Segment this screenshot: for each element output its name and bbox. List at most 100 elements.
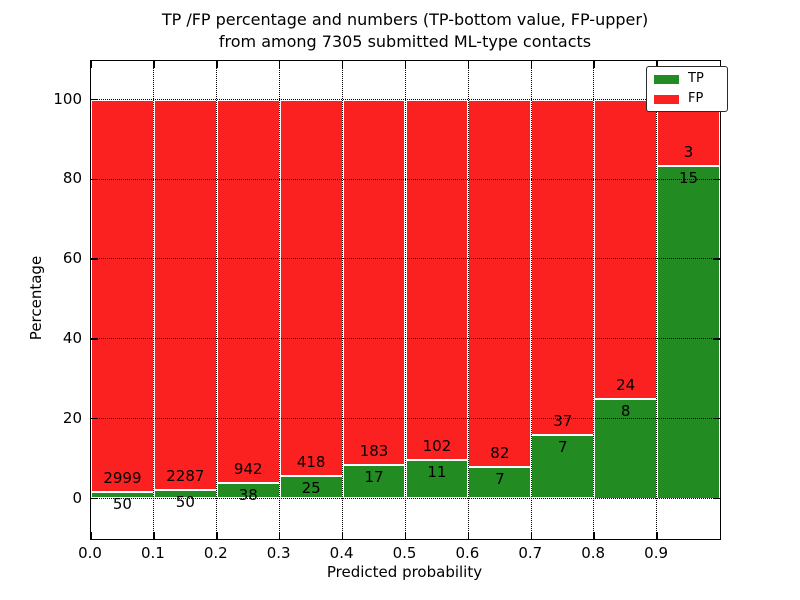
bar-1-fp-count: 2287 — [166, 466, 205, 485]
bar-2-tp-count: 38 — [238, 486, 258, 505]
bar-3-tp-count: 25 — [301, 478, 321, 497]
x-tick-label-0.0: 0.0 — [78, 544, 102, 562]
gridline-x-0.3 — [278, 61, 280, 539]
bar-0-tp-count: 50 — [112, 494, 132, 513]
y-tick-label-20: 20 — [62, 408, 82, 427]
bar-8-fp-count: 24 — [616, 375, 636, 394]
bar-5-fp-count: 102 — [422, 436, 452, 455]
tick-y-left-0 — [91, 497, 98, 500]
tick-x-top-0.5 — [404, 61, 407, 68]
legend-label-fp: FP — [688, 91, 704, 106]
bar-2-fp-count: 942 — [233, 460, 263, 479]
x-tick-label-0.7: 0.7 — [518, 544, 543, 562]
x-axis-label: Predicted probability — [326, 563, 483, 581]
x-tick-label-0.3: 0.3 — [266, 544, 291, 562]
bar-7-tp-count: 7 — [557, 438, 568, 457]
bar-9-tp-count: 15 — [678, 169, 699, 187]
y-tick-label-0: 0 — [72, 488, 82, 507]
y-tick-label-60: 60 — [62, 249, 82, 268]
tick-y-left-100 — [91, 98, 98, 101]
tick-x-top-0.4 — [341, 61, 344, 68]
y-tick-label-100: 100 — [53, 89, 82, 108]
tick-x-bottom-0.0 — [90, 532, 92, 539]
bar-4-fp-count: 183 — [359, 441, 389, 460]
legend-label-tp: TP — [688, 71, 704, 86]
y-tick-label-40: 40 — [62, 328, 82, 347]
tick-y-right-40 — [713, 338, 720, 340]
bar-0-fp-segment — [91, 99, 154, 492]
bar-2-fp-segment — [216, 99, 280, 484]
chart-title-line1: TP /FP percentage and numbers (TP-bottom… — [161, 10, 649, 29]
bar-3-fp-count: 418 — [296, 452, 326, 471]
bar-7-fp-count: 37 — [553, 412, 573, 431]
tick-x-top-0.1 — [153, 61, 155, 68]
x-tick-label-0.5: 0.5 — [392, 544, 417, 562]
tick-y-right-20 — [713, 417, 720, 420]
tick-x-bottom-0.2 — [216, 532, 218, 539]
bar-8-tp-count: 8 — [620, 401, 631, 420]
x-tick-label-0.1: 0.1 — [140, 544, 165, 562]
gridline-x-0.2 — [216, 61, 218, 539]
tick-y-left-60 — [91, 258, 98, 260]
bar-6-fp-segment — [468, 99, 532, 468]
bar-6-tp-count: 7 — [495, 470, 505, 489]
tick-x-bottom-0.5 — [404, 532, 407, 539]
tick-x-top-0.7 — [530, 61, 533, 68]
gridline-x-0.6 — [467, 61, 469, 539]
y-tick-label-80: 80 — [62, 169, 82, 188]
plot-area: TP FP 2999 50 2287 50 942 38 418 25 183 17 102 11 82 7… — [90, 60, 728, 540]
gridline-x-0.5 — [404, 61, 406, 539]
bar-5-tp-count: 11 — [427, 462, 447, 481]
tick-y-left-40 — [91, 338, 98, 340]
bar-4-tp-count: 17 — [364, 467, 384, 486]
gridline-x-0.4 — [341, 61, 343, 539]
bar-9-tp-segment — [657, 166, 720, 499]
tick-y-right-0 — [713, 497, 720, 500]
tick-x-top-0.3 — [278, 61, 281, 68]
x-tick-label-0.6: 0.6 — [455, 544, 480, 562]
tick-x-bottom-0.8 — [593, 532, 595, 539]
bar-6-fp-count: 82 — [490, 444, 510, 463]
gridline-x-0.9 — [656, 61, 658, 539]
tick-y-right-80 — [713, 178, 720, 181]
gridline-x-0.8 — [593, 61, 595, 539]
bar-1-fp-segment — [153, 99, 217, 490]
x-tick-label-0.4: 0.4 — [329, 544, 354, 562]
y-axis-label: Percentage — [27, 255, 45, 341]
chart-title: TP /FP percentage and numbers (TP-bottom… — [85, 9, 725, 53]
tick-x-bottom-0.1 — [153, 532, 155, 539]
tick-x-bottom-0.4 — [341, 532, 344, 539]
bar-1-tp-count: 50 — [175, 492, 195, 511]
legend: TP FP — [646, 66, 728, 112]
bar-7-fp-segment — [531, 99, 595, 436]
tick-y-left-80 — [91, 178, 98, 181]
tick-x-bottom-0.6 — [467, 532, 470, 539]
bar-8-fp-segment — [594, 99, 658, 399]
tick-y-left-20 — [91, 417, 98, 420]
bar-9-fp-count: 3 — [683, 143, 694, 161]
legend-item-tp: TP — [654, 72, 720, 86]
tick-x-top-0.8 — [593, 61, 595, 68]
tick-x-top-0.6 — [467, 61, 470, 68]
bar-4-fp-segment — [342, 99, 406, 465]
legend-swatch-fp — [654, 94, 679, 104]
tick-x-top-0.9 — [656, 61, 658, 68]
tick-x-bottom-0.9 — [656, 532, 658, 539]
tick-x-top-0.2 — [216, 61, 218, 68]
tick-x-bottom-0.7 — [530, 532, 533, 539]
chart-title-line2: from among 7305 submitted ML-type contac… — [218, 32, 592, 51]
x-tick-label-0.8: 0.8 — [581, 544, 606, 562]
gridline-x-0.1 — [153, 61, 155, 539]
bar-0-fp-count: 2999 — [103, 468, 142, 487]
tick-y-right-60 — [713, 258, 720, 260]
legend-swatch-tp — [654, 74, 679, 84]
bar-5-fp-segment — [405, 99, 469, 460]
legend-item-fp: FP — [654, 92, 720, 106]
gridline-x-0.7 — [530, 61, 532, 539]
bar-3-fp-segment — [279, 99, 343, 476]
tick-x-bottom-0.3 — [278, 532, 281, 539]
x-tick-label-0.9: 0.9 — [644, 544, 669, 562]
x-tick-label-0.2: 0.2 — [203, 544, 228, 562]
tick-x-top-0.0 — [90, 61, 92, 68]
